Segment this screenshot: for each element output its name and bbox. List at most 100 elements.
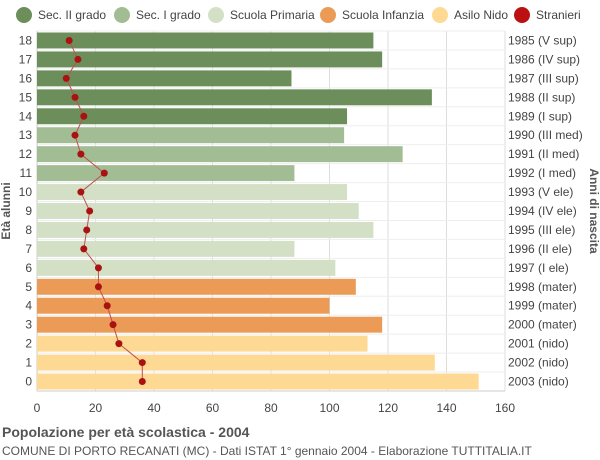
birth-year-tick-label: 1995 (III ele) <box>508 223 575 237</box>
x-tick-label: 100 <box>319 401 339 415</box>
legend-label: Scuola Infanzia <box>342 8 425 22</box>
age-tick-label: 3 <box>25 318 32 332</box>
stranieri-point <box>65 36 73 44</box>
stranieri-point <box>100 169 108 177</box>
legend-dot-scuola-infanzia <box>320 7 336 23</box>
age-tick-label: 7 <box>25 242 32 256</box>
age-tick-label: 12 <box>19 147 33 161</box>
legend-item-sec-ii-grado: Sec. II grado <box>16 4 106 26</box>
birth-year-tick-label: 1985 (V sup) <box>508 33 577 47</box>
age-tick-label: 9 <box>25 204 32 218</box>
stranieri-line <box>62 36 146 386</box>
bar <box>37 373 479 390</box>
stranieri-point <box>62 74 70 82</box>
stranieri-point <box>83 226 91 234</box>
birth-year-tick-label: 1998 (mater) <box>508 280 577 294</box>
legend-label: Sec. I grado <box>136 8 201 22</box>
birth-year-tick-label: 1999 (mater) <box>508 299 577 313</box>
stranieri-point <box>77 150 85 158</box>
stranieri-point <box>138 359 146 367</box>
age-tick-label: 14 <box>19 109 33 123</box>
birth-year-tick-label: 1991 (II med) <box>508 147 579 161</box>
birth-year-tick-labels: 1985 (V sup) 1986 (IV sup) 1987 (III sup) 1… <box>508 33 583 388</box>
x-tick-label: 160 <box>495 401 515 415</box>
age-tick-label: 0 <box>25 375 32 389</box>
x-tick-label: 140 <box>436 401 456 415</box>
birth-year-tick-label: 1989 (I sup) <box>508 109 572 123</box>
chart-subtitle: COMUNE DI PORTO RECANATI (MC) - Dati IST… <box>2 444 532 458</box>
x-tick-label: 40 <box>147 401 161 415</box>
legend: Sec. II grado Sec. I grado Scuola Primar… <box>0 4 600 26</box>
birth-year-tick-label: 1988 (II sup) <box>508 90 575 104</box>
legend-dot-asilo-nido <box>432 7 448 23</box>
legend-item-scuola-primaria: Scuola Primaria <box>208 4 315 26</box>
legend-label: Stranieri <box>536 8 581 22</box>
bar <box>37 70 292 87</box>
stranieri-point <box>71 93 79 101</box>
legend-label: Asilo Nido <box>454 8 509 22</box>
age-tick-label: 10 <box>19 185 33 199</box>
x-tick-labels: 0 20 40 60 80 100 120 140 160 <box>34 401 516 415</box>
age-tick-label: 18 <box>19 33 33 47</box>
chart-title: Popolazione per età scolastica - 2004 <box>2 424 250 440</box>
bar <box>37 297 330 314</box>
stranieri-point <box>80 245 88 253</box>
x-tick-label: 80 <box>264 401 278 415</box>
stranieri-point <box>71 131 79 139</box>
birth-year-tick-label: 1986 (IV sup) <box>508 52 580 66</box>
legend-label: Sec. II grado <box>38 8 107 22</box>
age-tick-label: 5 <box>25 280 32 294</box>
age-tick-label: 2 <box>25 337 32 351</box>
legend-item-asilo-nido: Asilo Nido <box>432 4 508 26</box>
stranieri-point <box>109 321 117 329</box>
bar <box>37 221 374 238</box>
bar <box>37 32 374 49</box>
birth-year-tick-label: 2003 (nido) <box>508 375 569 389</box>
birth-year-tick-label: 1987 (III sup) <box>508 71 579 85</box>
bar <box>37 108 348 125</box>
legend-label: Scuola Primaria <box>230 8 315 22</box>
stranieri-point <box>80 112 88 120</box>
bar <box>37 278 356 295</box>
stranieri-point <box>94 283 102 291</box>
bar <box>37 240 295 257</box>
bar <box>37 127 345 144</box>
bar <box>37 51 383 68</box>
stranieri-point <box>103 302 111 310</box>
bars <box>37 32 479 390</box>
x-tick-label: 0 <box>34 401 41 415</box>
y-axis-label-left: Età alunni <box>0 182 13 239</box>
age-tick-label: 6 <box>25 261 32 275</box>
stranieri-point <box>86 207 94 215</box>
birth-year-tick-label: 2000 (mater) <box>508 318 577 332</box>
birth-year-tick-label: 1992 (I med) <box>508 166 576 180</box>
birth-year-tick-label: 1994 (IV ele) <box>508 204 577 218</box>
age-tick-label: 8 <box>25 223 32 237</box>
legend-dot-sec-i-grado <box>114 7 130 23</box>
age-tick-label: 13 <box>19 128 33 142</box>
birth-year-tick-label: 1990 (III med) <box>508 128 583 142</box>
legend-dot-sec-ii-grado <box>16 7 32 23</box>
birth-year-tick-label: 1993 (V ele) <box>508 185 573 199</box>
bar <box>37 146 403 163</box>
bar <box>37 184 348 201</box>
bar <box>37 203 359 219</box>
stranieri-point <box>138 378 146 386</box>
legend-dot-stranieri <box>514 7 530 23</box>
bar <box>37 165 295 182</box>
stranieri-point <box>115 340 123 348</box>
y-axis-label-right: Anni di nascita <box>587 168 600 254</box>
bar <box>37 335 368 352</box>
legend-dot-scuola-primaria <box>208 7 224 23</box>
age-tick-label: 15 <box>19 90 33 104</box>
age-tick-label: 4 <box>25 299 32 313</box>
age-tick-label: 11 <box>20 166 33 180</box>
bar <box>37 259 336 276</box>
legend-item-sec-i-grado: Sec. I grado <box>114 4 201 26</box>
bar <box>37 316 383 333</box>
stranieri-point <box>94 264 102 272</box>
age-tick-label: 17 <box>19 52 33 66</box>
bar <box>37 89 432 106</box>
